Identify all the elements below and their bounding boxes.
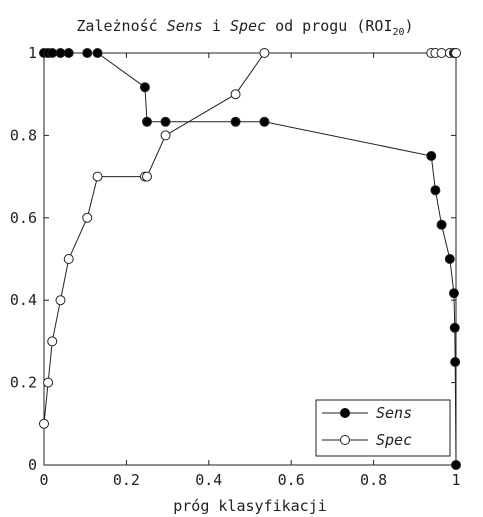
data-point-sens <box>230 116 241 127</box>
x-axis-label: próg klasyfikacji <box>173 497 327 515</box>
data-point-spec <box>55 295 66 306</box>
legend-box <box>315 399 451 457</box>
data-point-spec <box>259 48 270 58</box>
title-mid: i <box>203 17 230 35</box>
data-point-sens <box>63 48 74 58</box>
data-point-sens <box>450 357 461 367</box>
data-point-spec <box>451 48 461 58</box>
data-point-spec <box>230 89 241 100</box>
title-subscript: 20 <box>393 27 405 38</box>
data-point-sens <box>259 116 270 127</box>
title-suffix: od progu (ROI <box>266 17 392 35</box>
legend-spec-marker <box>340 435 350 445</box>
x-tick-label: 0.6 <box>278 471 305 489</box>
data-point-sens <box>426 151 437 161</box>
y-tick-label: 0.8 <box>10 126 37 144</box>
data-point-spec <box>47 336 58 347</box>
data-point-spec <box>82 212 93 223</box>
data-point-spec <box>92 171 103 182</box>
data-point-sens <box>448 288 459 299</box>
legend-sens-marker <box>340 408 350 418</box>
title-close: ) <box>405 17 414 35</box>
y-tick-label: 0.6 <box>10 209 37 227</box>
x-tick-label: 0 <box>39 471 48 489</box>
data-point-sens <box>139 82 150 93</box>
data-point-sens <box>449 322 460 333</box>
legend-sens-label: Sens <box>376 404 412 422</box>
series-line-spec <box>43 52 456 424</box>
data-point-spec <box>436 48 447 58</box>
data-point-sens <box>430 185 441 196</box>
data-point-sens <box>444 254 455 264</box>
data-point-sens <box>55 48 66 58</box>
data-point-sens <box>47 48 58 58</box>
title-series-spec: Spec <box>230 17 266 35</box>
data-point-sens <box>160 116 171 127</box>
data-point-sens <box>82 48 93 58</box>
data-point-spec <box>43 377 54 388</box>
legend-spec-label: Spec <box>376 431 412 449</box>
x-tick-label: 1 <box>451 471 460 489</box>
data-point-spec <box>142 171 152 182</box>
plot-area-frame <box>43 52 457 466</box>
data-point-spec <box>160 130 171 141</box>
x-tick-label: 0.4 <box>195 471 222 489</box>
title-series-sens: Sens <box>167 17 203 35</box>
y-tick-label: 0.2 <box>10 374 37 392</box>
title-prefix: Zależność <box>76 17 166 35</box>
y-tick-label: 1 <box>28 44 37 62</box>
data-point-sens <box>142 116 152 127</box>
data-point-spec <box>39 418 49 429</box>
y-tick-label: 0.4 <box>10 291 37 309</box>
data-point-sens <box>451 460 461 470</box>
data-point-sens <box>436 219 447 230</box>
legend: Sens Spec <box>315 399 451 457</box>
data-point-sens <box>92 48 103 58</box>
series-markers <box>39 48 461 470</box>
data-point-spec <box>63 254 74 264</box>
x-tick-label: 0.8 <box>360 471 387 489</box>
x-tick-label: 0.2 <box>113 471 140 489</box>
chart-title: Zależność Sens i Spec od progu (ROI20) <box>76 17 413 38</box>
axis-tick-labels: 0 0.2 0.4 0.6 0.8 1 0 0.2 0.4 0.6 0.8 1 <box>10 44 461 489</box>
y-tick-label: 0 <box>28 456 37 474</box>
